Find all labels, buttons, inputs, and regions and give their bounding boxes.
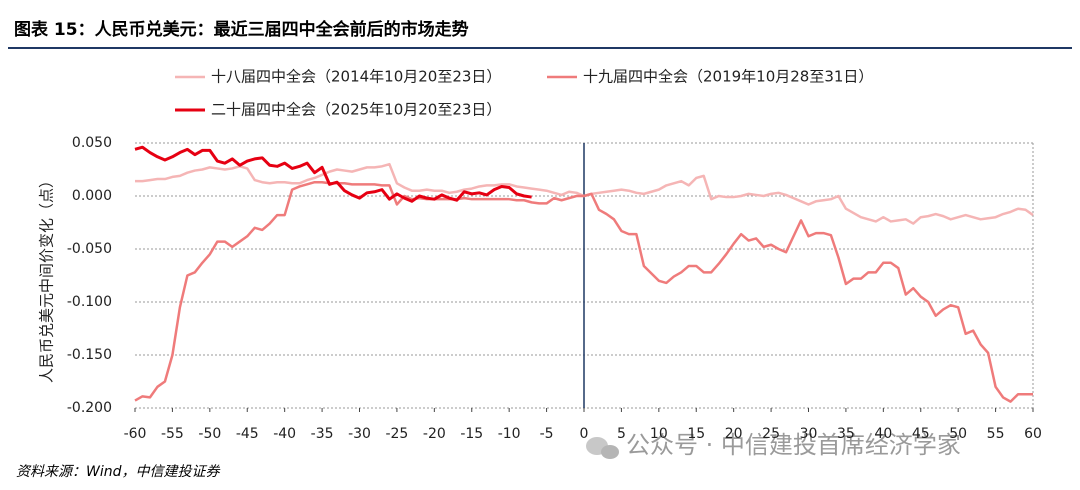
x-tick-label: 40 [874,426,892,442]
x-tick-label: 30 [800,426,818,442]
x-tick-label: 45 [912,426,930,442]
y-tick-label: 0.050 [72,135,112,151]
x-tick-label: -30 [348,426,371,442]
x-tick-label: 60 [1024,426,1042,442]
series-line [134,145,532,203]
y-tick-label: 0.000 [72,188,112,204]
x-tick-label: -45 [236,426,259,442]
x-tick-label: -10 [498,426,521,442]
y-tick-label: -0.050 [67,241,112,257]
x-tick-label: 25 [762,426,780,442]
y-tick-label: -0.100 [67,294,112,310]
x-tick-label: -20 [423,426,446,442]
y-tick-label: -0.150 [67,347,112,363]
chart-title: 图表 15：人民币兑美元：最近三届四中全会前后的市场走势 [14,19,469,40]
legend-label: 十八届四中全会（2014年10月20至23日） [211,68,501,86]
x-tick-label: -5 [540,426,554,442]
x-tick-label: 55 [987,426,1005,442]
legend-label: 十九届四中全会（2019年10月28至31日） [583,68,873,86]
watermark: 公众号 · 中信建投首席经济学家 [626,431,961,459]
series-line [134,180,1033,403]
y-tick-label: -0.200 [67,400,112,416]
watermark-icon [586,437,619,459]
x-tick-label: -60 [124,426,147,442]
x-tick-label: 20 [725,426,743,442]
x-tick-label: 5 [617,426,626,442]
x-tick-label: -55 [161,426,184,442]
legend-label: 二十届四中全会（2025年10月20至23日） [211,101,501,119]
x-tick-label: -35 [311,426,334,442]
x-tick-label: 15 [687,426,705,442]
x-tick-label: 35 [837,426,855,442]
x-tick-label: 10 [650,426,668,442]
x-tick-label: 50 [949,426,967,442]
y-axis-title: 人民币兑美元中间价变化（点） [38,173,56,383]
x-tick-label: -25 [385,426,408,442]
x-tick-label: -15 [460,426,483,442]
x-tick-label: -40 [273,426,296,442]
x-tick-label: -50 [198,426,221,442]
source-note: 资料来源：Wind，中信建投证券 [16,464,220,480]
x-tick-label: 0 [580,426,589,442]
